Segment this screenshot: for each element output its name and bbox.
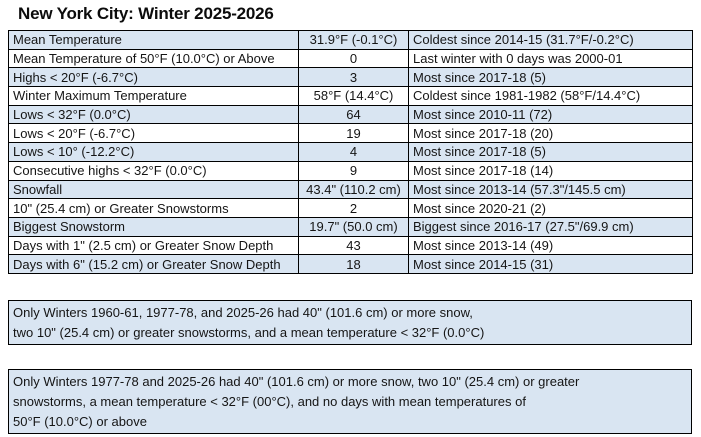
note-line: two 10" (25.4 cm) or greater snowstorms,… <box>13 325 485 340</box>
stat-label-cell: Winter Maximum Temperature <box>8 86 299 106</box>
table-row: Lows < 20°F (-6.7°C) 19 Most since 2017-… <box>8 123 693 144</box>
table-row: Days with 6" (15.2 cm) or Greater Snow D… <box>8 254 693 274</box>
summary-note-2: Only Winters 1977-78 and 2025-26 had 40"… <box>8 369 692 434</box>
stat-context-cell: Most since 2014-15 (31) <box>408 254 693 274</box>
note-line: 50°F (10.0°C) or above <box>13 414 147 429</box>
winter-stats-table: Mean Temperature 31.9°F (-0.1°C) Coldest… <box>8 30 693 274</box>
stat-value-cell: 31.9°F (-0.1°C) <box>298 30 409 50</box>
table-row: Snowfall 43.4" (110.2 cm) Most since 201… <box>8 179 693 200</box>
stat-value-cell: 64 <box>298 104 409 125</box>
stat-context-cell: Most since 2013-14 (49) <box>408 235 693 256</box>
stat-context-cell: Most since 2013-14 (57.3"/145.5 cm) <box>408 179 693 200</box>
stat-value-cell: 18 <box>298 254 409 274</box>
stat-context-cell: Last winter with 0 days was 2000-01 <box>408 48 693 69</box>
table-row: Lows < 10° (-12.2°C) 4 Most since 2017-1… <box>8 142 693 162</box>
stat-label-cell: Lows < 32°F (0.0°C) <box>8 104 299 125</box>
table-row: Mean Temperature 31.9°F (-0.1°C) Coldest… <box>8 30 693 50</box>
stat-label-cell: Consecutive highs < 32°F (0.0°C) <box>8 160 299 181</box>
note-line: snowstorms, a mean temperature < 32°F (0… <box>13 394 526 409</box>
table-row: Lows < 32°F (0.0°C) 64 Most since 2010-1… <box>8 104 693 125</box>
stat-label-cell: Snowfall <box>8 179 299 200</box>
stat-label-cell: Days with 6" (15.2 cm) or Greater Snow D… <box>8 254 299 274</box>
stat-label-cell: Biggest Snowstorm <box>8 216 299 237</box>
stat-label-cell: Mean Temperature <box>8 30 299 50</box>
stat-context-cell: Most since 2017-18 (5) <box>408 142 693 162</box>
stat-label-cell: 10" (25.4 cm) or Greater Snowstorms <box>8 198 299 218</box>
table-row: Highs < 20°F (-6.7°C) 3 Most since 2017-… <box>8 67 693 88</box>
stat-label-cell: Mean Temperature of 50°F (10.0°C) or Abo… <box>8 48 299 69</box>
note-line: Only Winters 1960-61, 1977-78, and 2025-… <box>13 305 473 320</box>
stat-label-cell: Days with 1" (2.5 cm) or Greater Snow De… <box>8 235 299 256</box>
stat-value-cell: 43 <box>298 235 409 256</box>
summary-note-1: Only Winters 1960-61, 1977-78, and 2025-… <box>8 300 692 345</box>
note-line: Only Winters 1977-78 and 2025-26 had 40"… <box>13 374 580 389</box>
stat-label-cell: Lows < 10° (-12.2°C) <box>8 142 299 162</box>
stat-value-cell: 43.4" (110.2 cm) <box>298 179 409 200</box>
stat-context-cell: Coldest since 2014-15 (31.7°F/-0.2°C) <box>408 30 693 50</box>
stat-value-cell: 19 <box>298 123 409 144</box>
stat-value-cell: 2 <box>298 198 409 218</box>
stat-context-cell: Biggest since 2016-17 (27.5"/69.9 cm) <box>408 216 693 237</box>
stat-value-cell: 9 <box>298 160 409 181</box>
table-row: Biggest Snowstorm 19.7" (50.0 cm) Bigges… <box>8 216 693 237</box>
stat-label-cell: Lows < 20°F (-6.7°C) <box>8 123 299 144</box>
stat-value-cell: 4 <box>298 142 409 162</box>
table-row: Days with 1" (2.5 cm) or Greater Snow De… <box>8 235 693 256</box>
stat-context-cell: Most since 2017-18 (14) <box>408 160 693 181</box>
stat-value-cell: 19.7" (50.0 cm) <box>298 216 409 237</box>
page-title: New York City: Winter 2025-2026 <box>18 4 274 23</box>
table-row: Winter Maximum Temperature 58°F (14.4°C)… <box>8 86 693 106</box>
stat-context-cell: Most since 2017-18 (20) <box>408 123 693 144</box>
table-row: 10" (25.4 cm) or Greater Snowstorms 2 Mo… <box>8 198 693 218</box>
table-row: Consecutive highs < 32°F (0.0°C) 9 Most … <box>8 160 693 181</box>
stat-context-cell: Most since 2017-18 (5) <box>408 67 693 88</box>
stat-value-cell: 58°F (14.4°C) <box>298 86 409 106</box>
stat-context-cell: Most since 2020-21 (2) <box>408 198 693 218</box>
stat-label-cell: Highs < 20°F (-6.7°C) <box>8 67 299 88</box>
stat-context-cell: Most since 2010-11 (72) <box>408 104 693 125</box>
table-row: Mean Temperature of 50°F (10.0°C) or Abo… <box>8 48 693 69</box>
stat-context-cell: Coldest since 1981-1982 (58°F/14.4°C) <box>408 86 693 106</box>
stat-value-cell: 3 <box>298 67 409 88</box>
stat-value-cell: 0 <box>298 48 409 69</box>
